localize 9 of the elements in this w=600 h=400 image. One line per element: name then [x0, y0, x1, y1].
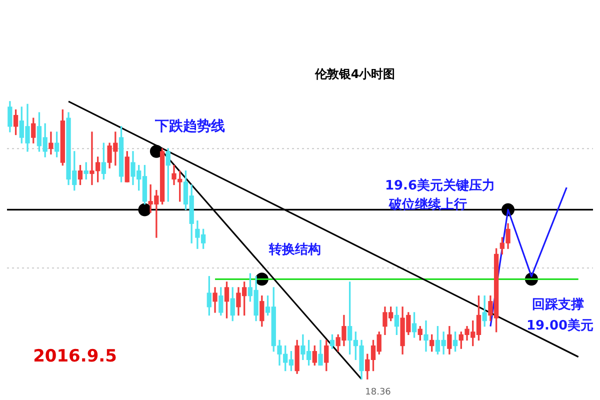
annotation: 破位继续上行: [388, 197, 467, 212]
annotation: 下跌趋势线: [154, 118, 225, 135]
annotation: 2016.9.5: [33, 346, 117, 366]
annotation: 19.6美元关键压力: [384, 177, 496, 194]
annotation: 转换结构: [268, 242, 321, 258]
chart-title: 伦敦银4小时图: [314, 67, 396, 82]
annotation: 19.00美元: [526, 317, 594, 334]
annotation: 回踩支撑: [532, 297, 584, 312]
text: 18.36: [365, 387, 392, 398]
